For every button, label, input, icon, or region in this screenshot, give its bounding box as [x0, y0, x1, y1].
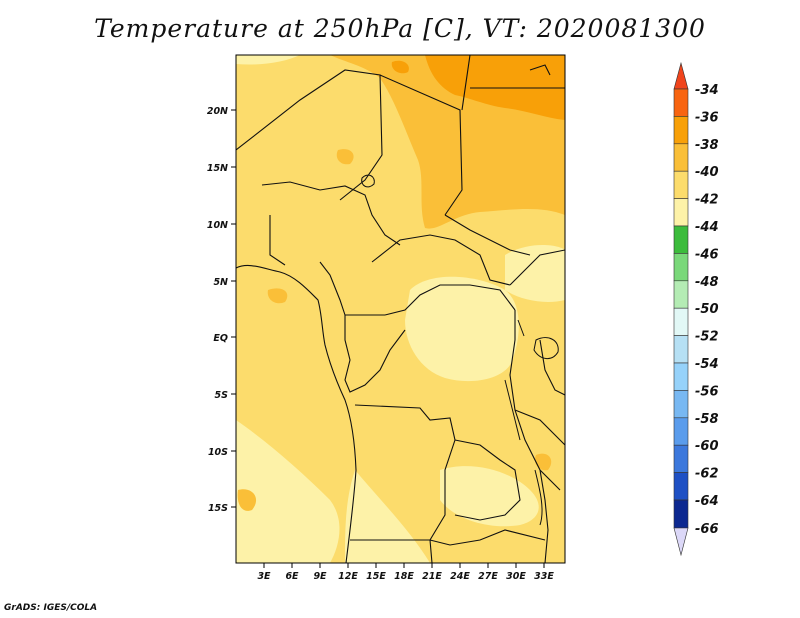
longitude-axis: 3E 6E 9E 12E 15E 18E 21E 24E 27E 30E 33E — [257, 563, 554, 582]
coastline-west — [236, 264, 357, 563]
colorbar-label: -54 — [695, 357, 719, 372]
colorbar-box-64-62 — [673, 472, 689, 501]
colorbar-box-36-34 — [673, 88, 689, 117]
field-warm-spot3 — [237, 489, 257, 511]
colorbar-label: -46 — [695, 247, 719, 262]
field-pale-southwest — [236, 420, 340, 563]
border-south — [350, 529, 546, 546]
grads-credit: GrADS: IGES/COLA — [4, 603, 98, 613]
lat-label-5n: 5N — [213, 277, 228, 288]
colorbar-label: -48 — [695, 275, 719, 290]
field-pale-east — [505, 245, 565, 302]
colorbar-box-38-36 — [673, 116, 689, 145]
map-frame — [235, 54, 566, 564]
border-ethiopia — [444, 214, 531, 256]
lake-albert — [517, 319, 525, 337]
lon-label-15e: 15E — [366, 571, 386, 582]
borders — [236, 55, 565, 563]
lon-label-30e: 30E — [506, 571, 526, 582]
border-sudan — [461, 55, 471, 111]
colorbar-box-58-56 — [673, 390, 689, 419]
border-tanzania — [514, 409, 565, 446]
lake-victoria — [533, 337, 559, 359]
colorbar-box-40-38 — [673, 143, 689, 172]
colorbar-labels: -34 -36 -38 -40 -42 -44 -46 -48 -50 -52 … — [695, 83, 719, 537]
colorbar-box-66-64 — [673, 499, 689, 529]
colorbar-cap-top — [673, 61, 689, 90]
colorbar-box-60-58 — [673, 417, 689, 446]
colorbar-label: -36 — [695, 110, 719, 125]
colorbar-box-48-46 — [673, 253, 689, 282]
lon-label-27e: 27E — [478, 571, 498, 582]
colorbar-label: -52 — [695, 330, 719, 345]
lake-chad — [361, 174, 375, 188]
colorbar-cap-bottom — [673, 527, 689, 557]
colorbar-label: -56 — [695, 384, 719, 399]
lat-label-15n: 15N — [207, 163, 228, 174]
field-warm-spot1 — [267, 288, 288, 304]
border-egypt-east — [529, 64, 551, 76]
colorbar-label: -44 — [695, 220, 719, 235]
colorbar-box-54-52 — [673, 335, 689, 364]
colorbar-box-62-60 — [673, 444, 689, 473]
lake-tanganyika — [504, 379, 521, 441]
border-angola — [354, 404, 456, 541]
colorbar-label: -64 — [695, 494, 719, 509]
colorbar-label: -58 — [695, 412, 719, 427]
colorbar-box-52-50 — [673, 307, 689, 336]
lon-label-21e: 21E — [422, 571, 442, 582]
lon-label-18e: 18E — [394, 571, 414, 582]
lon-label-33e: 33E — [534, 571, 554, 582]
lake-malawi — [534, 469, 543, 526]
lat-label-10s: 10S — [208, 447, 228, 458]
colorbar-box-44-42 — [673, 198, 689, 227]
colorbar-label: -40 — [695, 165, 719, 180]
chart-title: Temperature at 250hPa [C], VT: 202008130… — [94, 14, 706, 43]
lat-label-eq: EQ — [213, 333, 228, 344]
field-pale-north — [236, 55, 300, 65]
colorbar-box-56-54 — [673, 362, 689, 391]
field-warm-spot4 — [534, 453, 552, 471]
lon-label-9e: 9E — [313, 571, 327, 582]
lat-label-5s: 5S — [215, 390, 229, 401]
lon-label-12e: 12E — [338, 571, 358, 582]
border-kenya — [539, 339, 565, 396]
border-sahel — [261, 181, 401, 246]
border-chad-libya — [379, 74, 463, 216]
colorbar-label: -42 — [695, 193, 719, 208]
colorbar-box-46-44 — [673, 225, 689, 254]
lon-label-24e: 24E — [450, 571, 470, 582]
border-mozambique — [539, 469, 549, 563]
colorbar-box-50-48 — [673, 280, 689, 309]
colorbar-label: -38 — [695, 138, 719, 153]
colorbar — [673, 61, 689, 557]
colorbar-label: -50 — [695, 302, 719, 317]
lon-label-3e: 3E — [257, 571, 271, 582]
field-pale-central — [405, 276, 519, 382]
colorbar-label: -62 — [695, 467, 719, 482]
lat-label-15s: 15S — [208, 503, 228, 514]
field-hot-northcentral — [391, 60, 409, 74]
field-pale-southeast — [440, 466, 539, 527]
border-drc-north — [384, 284, 516, 316]
latitude-axis: 20N 15N 10N 5N EQ 5S 10S 15S — [207, 106, 236, 514]
border-niger-nigeria — [269, 215, 286, 266]
border-zambia — [454, 439, 521, 521]
temperature-field — [236, 55, 565, 563]
colorbar-label: -60 — [695, 439, 719, 454]
border-east-africa — [509, 249, 565, 286]
border-namibia — [429, 539, 433, 563]
lat-label-20n: 20N — [207, 106, 228, 117]
lon-label-6e: 6E — [285, 571, 299, 582]
border-congo — [344, 315, 406, 393]
colorbar-label: -66 — [695, 522, 719, 537]
lakes — [361, 174, 559, 526]
border-cameroon — [319, 261, 385, 316]
lat-label-10n: 10N — [207, 220, 228, 231]
colorbar-box-42-40 — [673, 170, 689, 199]
field-warm-spot2 — [336, 149, 354, 165]
border-car — [371, 234, 511, 286]
colorbar-label: -34 — [695, 83, 719, 98]
